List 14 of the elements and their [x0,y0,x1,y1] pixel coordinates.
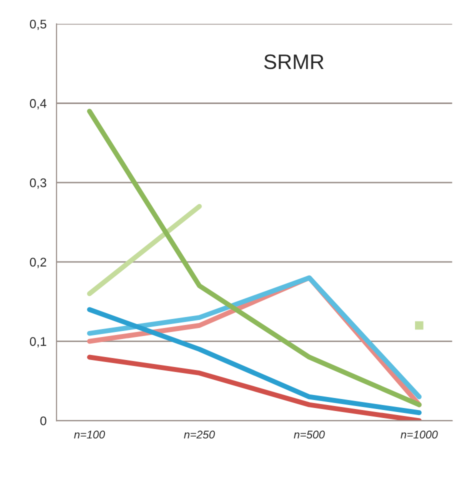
y-tick-label: 0,1 [30,337,46,348]
x-tick-label: n=250 [184,430,215,439]
x-tick-label: n=1000 [400,430,438,439]
y-tick-label: 0,5 [30,20,46,30]
y-tick-label: 0,3 [30,178,46,189]
line-series [87,108,422,408]
text: SRMR [264,54,324,70]
x-tick-label: n=500 [294,430,325,439]
line-series [87,307,422,416]
y-tick-label: 0 [40,416,46,426]
y-tick-label: 0,2 [30,258,46,268]
y-tick-label: 0,4 [30,99,46,110]
x-tick-label: n=100 [74,430,105,439]
line-series [87,354,422,421]
